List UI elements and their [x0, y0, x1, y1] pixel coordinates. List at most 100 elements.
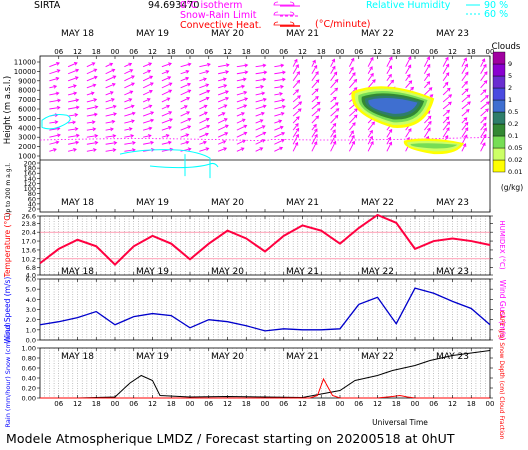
wind-arrow [405, 74, 411, 82]
wind-arrow-head [483, 127, 487, 132]
legend-right: Relative Humidity 90 %60 % [366, 0, 508, 20]
wind-arrow-head [75, 105, 80, 110]
wind-arrow [292, 59, 298, 67]
legend-sample-0 [273, 1, 295, 6]
wind-arrow-head [279, 146, 284, 151]
wind-arrow-head [205, 69, 210, 74]
legend-label-2: Convective Heat. [180, 20, 262, 31]
wind-arrow [180, 83, 191, 89]
wind-arrow-head [369, 66, 373, 70]
wind-arrow-head [335, 108, 340, 112]
wind-arrow-head [390, 79, 395, 84]
wind-arrow [330, 71, 338, 82]
wind-arrow [199, 118, 210, 124]
wind-arrow-head [332, 96, 337, 101]
wind-arrow-head [205, 117, 210, 122]
wind-arrow [199, 84, 209, 89]
wind-arrow [86, 106, 98, 110]
day-label: MAY 23 [436, 29, 469, 39]
wind-arrow-head [205, 83, 210, 88]
wind-arrow-head [129, 90, 134, 95]
wind-arrow-head [315, 115, 320, 120]
wind-arrow-head [128, 62, 133, 67]
wind-arrow [124, 112, 136, 117]
wind-arrow-head [352, 122, 356, 126]
wind-arrow [68, 128, 78, 131]
wind-arrow-head [75, 140, 80, 145]
wind-arrow [68, 106, 79, 110]
wind-arrow-head [445, 72, 450, 76]
wind-arrow-head [332, 140, 337, 145]
wind-arrow [274, 139, 285, 145]
wind-arrow-head [75, 98, 80, 103]
wind-arrow [442, 57, 449, 67]
wind-arrow-head [221, 112, 226, 116]
wind-arrow-head [149, 75, 154, 80]
temperature-panel-tick-label: 17.0 [22, 238, 36, 246]
wind-arrow [367, 130, 373, 138]
day-label: MAY 20 [211, 267, 244, 277]
wind-arrow-head [332, 122, 337, 127]
rain-panel-tick-label: 0.80 [22, 355, 36, 363]
wind-arrow [461, 101, 471, 110]
height-axis-title: Height (m a.s.l.) [3, 76, 13, 145]
hour-label: 06 [129, 400, 138, 408]
wind-arrow-head [334, 78, 339, 83]
height-tick-label: 3000 [18, 134, 36, 142]
wind-arrow-head [446, 87, 451, 92]
wind-arrow-head [463, 117, 468, 121]
wind-arrow [143, 127, 152, 131]
wind-arrow-head [205, 147, 210, 151]
colorbar-label: 5 [508, 72, 512, 80]
wind-arrow-head [407, 64, 412, 69]
wind-arrow [274, 105, 286, 110]
wind-arrow-head [223, 147, 228, 151]
wind-arrow [330, 134, 337, 145]
wind-arrow-head [427, 127, 431, 132]
wind-arrow-head [350, 57, 355, 62]
colorbar-cell-1 [492, 147, 506, 161]
wind-arrow [218, 71, 229, 75]
wind-arrows [49, 56, 490, 152]
wind-arrow-head [482, 133, 487, 138]
wind-arrow [442, 64, 450, 74]
hour-label: 00 [111, 48, 120, 56]
day-label: MAY 20 [211, 29, 244, 39]
wind-arrow [274, 78, 286, 82]
colorbar-label: 0.1 [508, 132, 518, 140]
wind-arrow [311, 79, 320, 89]
colorbar-label: 1 [508, 96, 512, 104]
wind-arrow [217, 97, 229, 103]
wind-arrow-head [186, 111, 191, 115]
wind-arrow [311, 124, 317, 131]
wind-arrow [255, 78, 266, 82]
wind-arrow-head [444, 81, 449, 86]
wind-arrow [49, 77, 59, 82]
temperature-panel-tick-label: 20.4 [22, 229, 36, 237]
legend-label-1: Snow-Rain Limit [180, 10, 257, 21]
wind-arrow-head [55, 91, 60, 96]
wind-arrow-head [94, 105, 99, 109]
wind-arrow-head [150, 140, 155, 145]
wind-arrow-head [93, 112, 98, 117]
wind-arrow-head [203, 77, 207, 82]
wind-arrow-head [464, 80, 468, 85]
colorbar-cell-0 [492, 159, 506, 173]
cloud-fields [351, 86, 464, 155]
wind-arrow-head [57, 133, 61, 138]
wind-arrow-head [262, 104, 267, 109]
wind-arrow-head [351, 134, 355, 139]
hour-label: 12 [298, 400, 307, 408]
colorbar-label: 0.2 [508, 120, 518, 128]
wind-arrow [105, 98, 115, 103]
wind-arrow-head [168, 111, 173, 115]
wind-arrow [86, 149, 97, 152]
wind-arrow-head [187, 89, 192, 94]
wind-arrow-head [315, 71, 319, 75]
wind-arrow-head [165, 133, 170, 138]
wind-arrow [292, 108, 302, 117]
wind-arrow-head [388, 141, 393, 146]
wind-arrow-head [75, 133, 80, 138]
wind-arrow [461, 122, 469, 131]
